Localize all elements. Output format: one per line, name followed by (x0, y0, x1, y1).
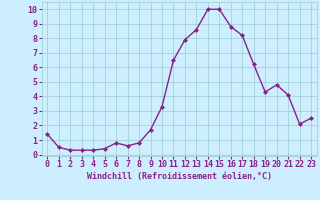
X-axis label: Windchill (Refroidissement éolien,°C): Windchill (Refroidissement éolien,°C) (87, 172, 272, 181)
